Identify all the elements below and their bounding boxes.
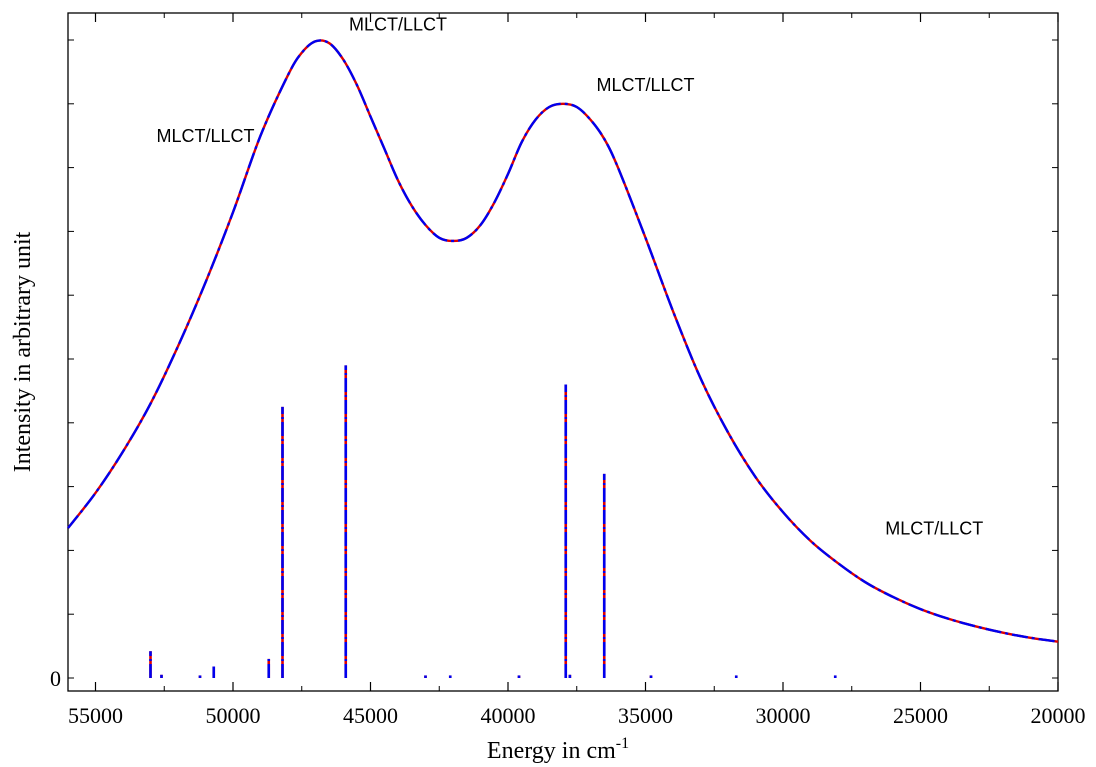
x-tick-label-35000: 35000 bbox=[618, 703, 673, 728]
x-tick-label-50000: 50000 bbox=[206, 703, 261, 728]
spectrum-line-blue-0 bbox=[67, 39, 1059, 643]
transition-sticks bbox=[149, 365, 837, 678]
annotation-mlct-llct-4: MLCT/LLCT bbox=[885, 518, 983, 538]
band-annotations: MLCT/LLCT MLCT/LLCT MLCT/LLCT MLCT/LLCT bbox=[156, 14, 983, 538]
x-tick-label-20000: 20000 bbox=[1031, 703, 1086, 728]
annotation-mlct-llct-2: MLCT/LLCT bbox=[349, 14, 447, 34]
tick-labels: 55000 50000 45000 40000 35000 30000 25000 20000… bbox=[50, 666, 1086, 728]
y-axis-title: Intensity in arbitrary unit bbox=[10, 231, 36, 472]
x-tick-label-55000: 55000 bbox=[68, 703, 123, 728]
annotation-mlct-llct-3: MLCT/LLCT bbox=[596, 75, 694, 95]
x-tick-label-45000: 45000 bbox=[343, 703, 398, 728]
spectrum-curve bbox=[67, 39, 1059, 643]
annotation-mlct-llct-1: MLCT/LLCT bbox=[156, 126, 254, 146]
x-tick-label-40000: 40000 bbox=[481, 703, 536, 728]
x-axis-title-superscript: -1 bbox=[616, 735, 629, 752]
plot-frame bbox=[67, 12, 1059, 692]
axis-ticks bbox=[68, 13, 1059, 691]
x-tick-label-25000: 25000 bbox=[893, 703, 948, 728]
y-tick-label-0: 0 bbox=[50, 666, 61, 691]
x-tick-label-30000: 30000 bbox=[756, 703, 811, 728]
x-axis-title: Energy in cm-1 bbox=[487, 735, 629, 764]
